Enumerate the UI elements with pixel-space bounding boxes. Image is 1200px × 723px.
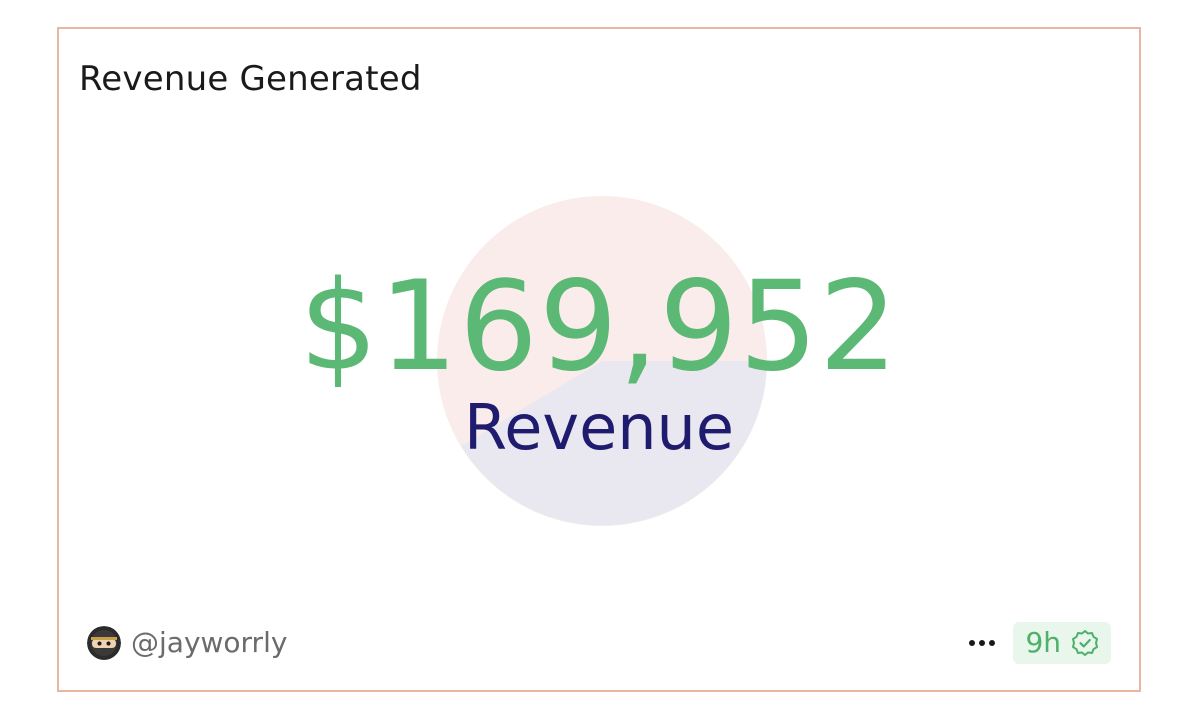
username[interactable]: @jayworrly — [131, 626, 288, 659]
revenue-value: $169,952 — [299, 255, 899, 399]
more-horizontal-icon[interactable] — [969, 640, 996, 646]
time-badge: 9h — [1013, 622, 1111, 664]
revenue-card: Revenue Generated $169,952 Revenue @jayw… — [57, 27, 1141, 692]
verified-badge-icon — [1072, 630, 1098, 656]
time-ago: 9h — [1025, 626, 1061, 659]
ninja-avatar[interactable] — [87, 626, 121, 660]
card-title: Revenue Generated — [79, 59, 422, 99]
background-pie-chart — [437, 196, 767, 526]
card-actions: 9h — [969, 621, 1111, 665]
author[interactable]: @jayworrly — [87, 625, 287, 661]
pie-slice-bottom — [461, 361, 767, 526]
revenue-label: Revenue — [463, 391, 734, 464]
